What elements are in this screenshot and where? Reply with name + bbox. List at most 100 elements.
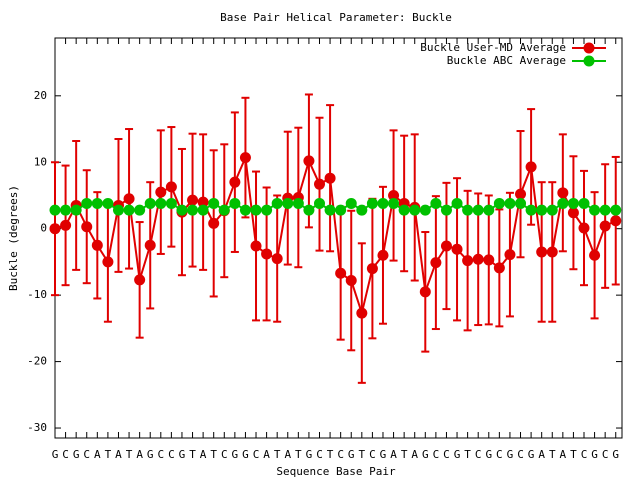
data-point <box>599 204 611 216</box>
data-point <box>197 196 209 208</box>
x-tick-label: C <box>475 448 482 461</box>
x-tick-label: C <box>62 448 69 461</box>
x-tick-label: T <box>327 448 334 461</box>
x-tick-label: A <box>200 448 207 461</box>
data-point <box>229 176 241 188</box>
legend-marker <box>583 55 595 67</box>
data-point <box>303 155 315 167</box>
data-point <box>419 204 431 216</box>
data-point <box>451 197 463 209</box>
x-tick-label: A <box>115 448 122 461</box>
x-axis-label: Sequence Base Pair <box>276 465 396 478</box>
data-point <box>165 197 177 209</box>
data-point <box>187 204 199 216</box>
data-point <box>504 197 516 209</box>
data-point <box>430 257 442 269</box>
data-point <box>525 204 537 216</box>
data-point <box>610 204 622 216</box>
data-point <box>536 204 548 216</box>
x-tick-label: G <box>348 448 355 461</box>
data-point <box>504 249 516 261</box>
data-point <box>155 186 167 198</box>
y-tick-label: -30 <box>27 421 47 434</box>
x-tick-label: C <box>602 448 609 461</box>
data-point <box>610 215 622 227</box>
data-point <box>314 178 325 190</box>
x-tick-label: A <box>411 448 418 461</box>
data-point <box>567 207 579 219</box>
data-point <box>271 197 283 209</box>
x-tick-label: G <box>380 448 387 461</box>
data-point <box>208 217 220 229</box>
data-point <box>451 243 463 255</box>
data-point <box>197 204 209 216</box>
data-point <box>81 197 93 209</box>
data-point <box>472 204 484 216</box>
data-point <box>261 204 273 216</box>
data-point <box>515 188 527 200</box>
x-tick-label: A <box>390 448 397 461</box>
data-point <box>292 197 304 209</box>
data-point <box>557 197 569 209</box>
data-point <box>134 274 146 286</box>
data-point <box>483 254 495 266</box>
x-tick-label: C <box>433 448 440 461</box>
data-point <box>49 204 61 216</box>
data-point <box>589 249 601 261</box>
y-tick-label: 10 <box>34 155 47 168</box>
data-point <box>208 197 220 209</box>
x-tick-label: A <box>263 448 270 461</box>
x-tick-label: C <box>337 448 344 461</box>
data-point <box>335 267 347 279</box>
x-tick-label: G <box>73 448 80 461</box>
x-tick-label: C <box>496 448 503 461</box>
x-tick-label: C <box>253 448 260 461</box>
data-point <box>324 204 336 216</box>
data-point <box>493 197 505 209</box>
data-point <box>398 204 410 216</box>
data-point <box>335 204 347 216</box>
x-tick-label: G <box>591 448 598 461</box>
data-point <box>187 194 199 206</box>
x-tick-label: A <box>94 448 101 461</box>
y-tick-label: -10 <box>27 288 47 301</box>
data-point <box>250 204 262 216</box>
data-point <box>239 152 251 164</box>
data-point <box>409 204 421 216</box>
x-tick-label: G <box>612 448 619 461</box>
data-point <box>440 204 452 216</box>
data-point <box>176 204 188 216</box>
x-tick-label: G <box>306 448 313 461</box>
data-point <box>324 172 336 184</box>
data-point <box>589 204 601 216</box>
data-point <box>377 249 389 261</box>
data-point <box>239 204 251 216</box>
x-tick-label: C <box>157 448 164 461</box>
x-tick-label: C <box>221 448 228 461</box>
x-tick-label: T <box>189 448 196 461</box>
data-point <box>303 204 315 216</box>
data-point <box>472 253 484 265</box>
data-point <box>60 204 72 216</box>
data-point <box>218 204 230 216</box>
x-tick-label: C <box>443 448 450 461</box>
data-point <box>261 248 273 260</box>
legend-label: Buckle User-MD Average <box>420 41 566 54</box>
y-tick-label: 0 <box>40 222 47 235</box>
data-point <box>599 220 611 232</box>
data-point <box>366 197 378 209</box>
x-tick-label: T <box>210 448 217 461</box>
x-tick-label: G <box>147 448 154 461</box>
data-point <box>91 197 103 209</box>
data-point <box>49 223 61 235</box>
data-point <box>536 246 548 258</box>
data-point <box>229 197 241 209</box>
data-point <box>102 197 114 209</box>
data-point <box>123 193 135 205</box>
x-tick-label: C <box>168 448 175 461</box>
data-point <box>578 222 590 234</box>
data-point <box>112 204 124 216</box>
x-tick-label: T <box>126 448 133 461</box>
data-point <box>546 204 558 216</box>
data-point <box>515 197 527 209</box>
